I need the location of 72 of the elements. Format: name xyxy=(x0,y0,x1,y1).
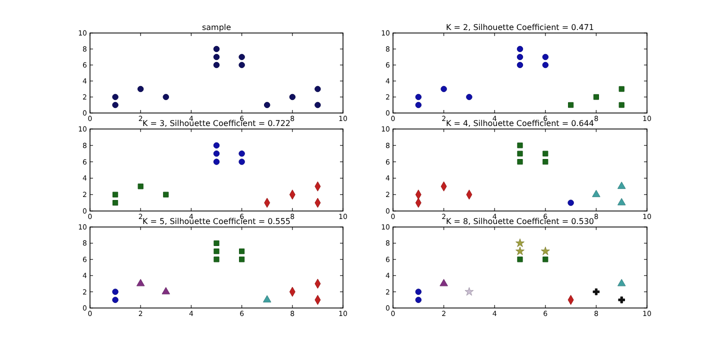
point xyxy=(238,150,245,157)
point xyxy=(415,94,422,100)
point xyxy=(542,62,549,68)
point xyxy=(516,238,524,248)
chart-title: K = 3, Silhouette Coefficient = 0.722 xyxy=(142,119,291,128)
point xyxy=(516,46,524,52)
point xyxy=(517,159,523,165)
point xyxy=(517,142,523,148)
point xyxy=(213,150,220,157)
chart-title: K = 8, Silhouette Coefficient = 0.530 xyxy=(446,217,594,226)
point xyxy=(593,94,599,100)
point xyxy=(262,295,272,302)
point xyxy=(239,256,245,262)
point xyxy=(617,182,626,189)
point xyxy=(163,192,169,198)
point xyxy=(112,192,118,198)
chart-title: K = 5, Silhouette Coefficient = 0.555 xyxy=(142,217,291,226)
point xyxy=(314,102,321,108)
point xyxy=(466,94,472,100)
point xyxy=(213,62,220,68)
point xyxy=(516,246,524,256)
point xyxy=(213,54,220,60)
point xyxy=(542,54,549,60)
point xyxy=(213,142,220,149)
chart-title: sample xyxy=(202,23,232,32)
point xyxy=(617,278,626,286)
point xyxy=(618,102,624,108)
chart-title: K = 2, Silhouette Coefficient = 0.471 xyxy=(446,23,594,32)
point xyxy=(112,102,118,108)
point xyxy=(542,256,548,262)
point xyxy=(542,150,548,156)
point xyxy=(112,288,118,295)
point xyxy=(516,54,524,60)
point xyxy=(568,200,574,206)
point xyxy=(517,150,523,156)
point xyxy=(238,54,245,60)
point xyxy=(264,102,270,108)
point xyxy=(138,184,144,190)
point xyxy=(239,248,245,254)
point xyxy=(517,256,523,262)
point xyxy=(440,86,447,92)
point xyxy=(112,296,118,304)
point xyxy=(415,102,422,108)
point xyxy=(618,86,624,92)
point xyxy=(415,296,422,304)
chart-title: K = 4, Silhouette Coefficient = 0.644 xyxy=(446,119,594,128)
point xyxy=(112,200,118,206)
point xyxy=(213,46,220,52)
point xyxy=(136,278,145,286)
point xyxy=(214,256,220,262)
point xyxy=(516,62,524,68)
point xyxy=(540,246,550,256)
point xyxy=(162,94,170,100)
point xyxy=(112,94,118,100)
point xyxy=(592,190,600,198)
point xyxy=(464,287,474,296)
point xyxy=(618,296,625,304)
point xyxy=(238,62,245,68)
point xyxy=(568,102,574,108)
point xyxy=(314,86,321,92)
point xyxy=(542,159,548,165)
point xyxy=(162,287,170,294)
point xyxy=(213,158,220,165)
point xyxy=(214,240,220,246)
point xyxy=(592,288,600,296)
point xyxy=(289,94,296,100)
point xyxy=(440,278,448,286)
point xyxy=(214,248,220,254)
point xyxy=(137,86,144,92)
point xyxy=(238,158,245,165)
point xyxy=(617,198,626,206)
point xyxy=(415,288,422,295)
